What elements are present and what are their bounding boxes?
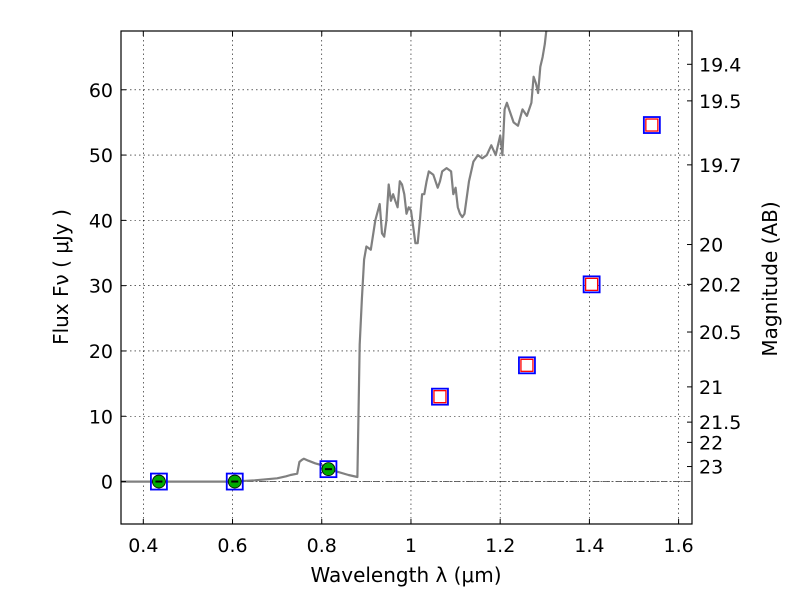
y-tick-label: 0 (101, 472, 113, 494)
x-tick-label: 0.8 (307, 535, 337, 557)
x-axis-title: Wavelength λ (μm) (310, 563, 501, 587)
right-tick-label: 21 (699, 377, 723, 399)
model-band-marker (225, 472, 244, 491)
photometry-red-marker (433, 390, 447, 404)
plot-background (121, 31, 692, 524)
x-tick-label: 1.2 (485, 535, 515, 557)
y-axis-title: Flux Fν ( μJy ) (49, 209, 73, 345)
photometry-red-marker (645, 118, 659, 132)
right-tick-label: 21.5 (699, 412, 741, 434)
right-tick-label: 19.7 (699, 155, 741, 177)
y-tick-label: 30 (89, 276, 113, 298)
right-axis-title: Magnitude (AB) (758, 201, 782, 356)
photometry-red-marker (520, 358, 534, 372)
data-points (150, 116, 661, 491)
model-band-marker (642, 116, 661, 134)
right-tick-label: 19.5 (699, 91, 741, 113)
model-band-marker (582, 275, 601, 294)
x-tick-label: 1.4 (574, 535, 604, 557)
y-tick-label: 10 (89, 406, 113, 428)
grid (121, 31, 692, 524)
x-tick-label: 0.4 (128, 535, 158, 557)
photometry-red-marker (584, 277, 599, 292)
right-tick-label: 20.5 (699, 322, 741, 344)
model-band-marker (431, 387, 449, 406)
right-tick-label: 22 (699, 432, 723, 454)
plot-frame (120, 30, 693, 525)
y-tick-label: 20 (89, 341, 113, 363)
model-band-marker (319, 460, 338, 479)
axis-tick-labels: 0.4 0.6 0.8 1 1.2 1.4 1.6 0 10 20 30 40 50 60 19.4 19.5… (89, 54, 742, 557)
x-tick-label: 1 (405, 535, 417, 557)
model-band-marker (150, 472, 168, 491)
right-tick-label: 23 (699, 457, 723, 479)
y-tick-label: 50 (89, 145, 113, 167)
right-tick-label: 20 (699, 235, 723, 257)
right-tick-label: 20.2 (699, 274, 741, 296)
axis-ticks (121, 31, 692, 524)
x-tick-label: 1.6 (664, 535, 694, 557)
right-tick-label: 19.4 (699, 54, 741, 76)
y-tick-label: 60 (89, 80, 113, 102)
y-tick-label: 40 (89, 210, 113, 232)
model-spectrum-line (121, 31, 548, 483)
model-spectrum-group (121, 31, 548, 483)
x-tick-label: 0.6 (217, 535, 247, 557)
model-band-marker (518, 356, 536, 375)
